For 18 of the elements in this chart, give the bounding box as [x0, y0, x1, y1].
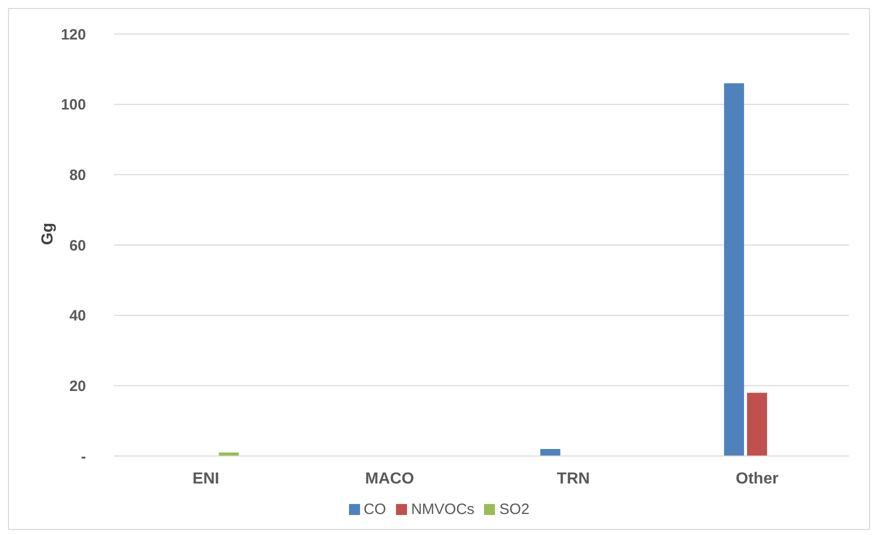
y-tick-label: -: [81, 448, 86, 466]
x-tick-label: TRN: [556, 470, 590, 488]
bar: [724, 83, 744, 456]
y-tick-label: 40: [69, 308, 86, 325]
y-tick-label: 80: [69, 166, 86, 184]
y-axis-title: Gg: [40, 222, 57, 245]
y-tick-label: 100: [60, 96, 86, 114]
legend-label: SO2: [499, 501, 530, 518]
legend-label: CO: [364, 501, 386, 518]
x-tick-label: ENI: [192, 470, 220, 488]
bar: [540, 448, 560, 456]
y-tick-label: 120: [60, 26, 86, 44]
y-tick-label: 60: [69, 237, 86, 254]
x-tick-label: Other: [736, 470, 778, 488]
legend-label: NMVOCs: [411, 501, 474, 518]
bar: [747, 392, 768, 456]
y-tick-label: 20: [69, 378, 86, 395]
x-tick-label: MACO: [365, 470, 414, 488]
